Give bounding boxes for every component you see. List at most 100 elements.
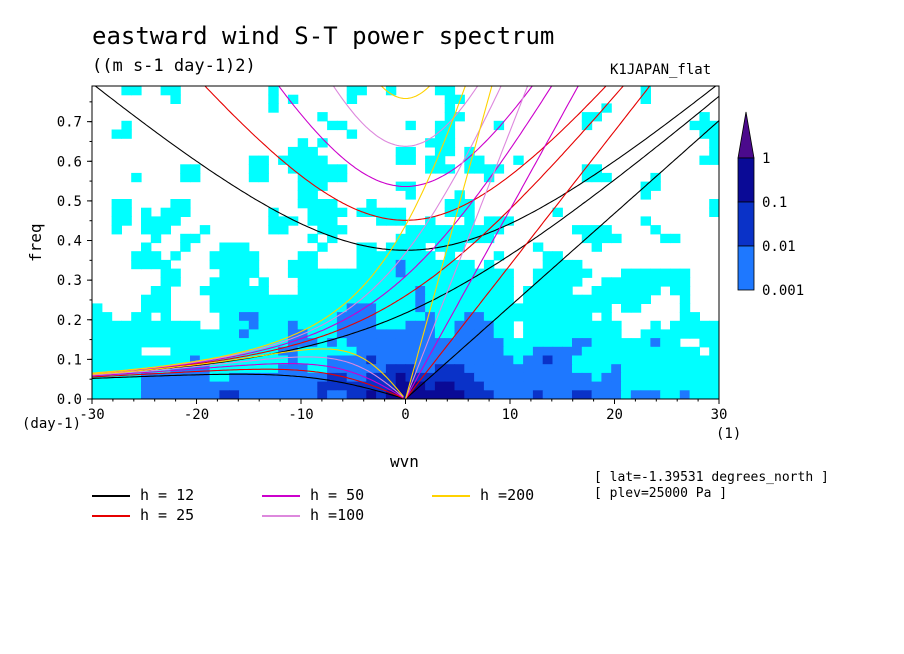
- power-cell: [709, 355, 719, 365]
- power-cell: [532, 364, 544, 374]
- power-cell: [562, 346, 573, 357]
- power-cell: [621, 364, 632, 374]
- power-cell: [366, 303, 377, 313]
- power-cell: [219, 346, 230, 357]
- power-cell: [503, 294, 514, 304]
- power-cell: [444, 268, 456, 278]
- power-cell: [630, 390, 642, 399]
- power-cell: [425, 268, 436, 278]
- power-cell: [523, 294, 534, 304]
- power-cell: [601, 390, 612, 399]
- y-tick-label: 0.3: [57, 273, 82, 289]
- power-cell: [630, 372, 642, 383]
- legend-item-h50: h = 50: [262, 486, 364, 504]
- power-cell: [92, 312, 103, 322]
- power-cell: [425, 251, 436, 261]
- power-cell: [111, 320, 122, 331]
- power-cell: [307, 312, 318, 322]
- power-cell: [131, 346, 142, 357]
- power-cell: [523, 346, 534, 357]
- power-cell: [483, 216, 495, 226]
- power-cell: [444, 120, 456, 131]
- power-cell: [591, 233, 602, 244]
- power-cell: [670, 233, 681, 244]
- chart-units: ((m s-1 day-1)2): [92, 56, 256, 76]
- power-cell: [307, 338, 318, 348]
- power-cell: [346, 94, 358, 104]
- power-cell: [562, 355, 573, 365]
- power-cell: [483, 312, 495, 322]
- power-cell: [474, 381, 485, 391]
- power-cell: [513, 155, 524, 165]
- power-cell: [670, 286, 681, 296]
- power-cell: [699, 355, 710, 365]
- power-cell: [630, 346, 642, 357]
- power-cell: [141, 259, 152, 270]
- power-cell: [493, 251, 505, 261]
- power-cell: [405, 146, 416, 157]
- power-cell: [542, 312, 554, 322]
- power-cell: [131, 251, 142, 261]
- power-cell: [660, 277, 671, 287]
- power-cell: [513, 372, 524, 383]
- power-cell: [601, 338, 612, 348]
- power-cell: [483, 355, 495, 365]
- power-cell: [679, 286, 691, 296]
- power-cell: [376, 372, 387, 383]
- power-cell: [366, 207, 377, 217]
- power-cell: [376, 312, 387, 322]
- power-cell: [131, 320, 142, 331]
- power-cell: [376, 381, 387, 391]
- power-cell: [640, 329, 651, 339]
- power-cell: [317, 329, 328, 339]
- power-cell: [679, 294, 691, 304]
- power-cell: [670, 381, 681, 391]
- dispersion-branch-ig1-h200: [380, 86, 431, 100]
- power-cell: [317, 286, 328, 296]
- power-cell: [199, 225, 211, 235]
- power-cell: [640, 190, 651, 200]
- power-cell: [385, 329, 397, 339]
- power-cell: [709, 207, 719, 217]
- y-tick-label: 0.2: [57, 313, 82, 329]
- power-cell: [121, 320, 132, 331]
- power-cell: [376, 286, 387, 296]
- power-cell: [385, 320, 397, 331]
- power-cell: [611, 320, 622, 331]
- power-cell: [532, 268, 544, 278]
- power-cell: [268, 94, 279, 104]
- power-cell: [581, 225, 593, 235]
- power-cell: [483, 346, 495, 357]
- power-cell: [454, 303, 465, 313]
- power-cell: [346, 390, 358, 399]
- power-cell: [405, 346, 416, 357]
- power-cell: [258, 312, 269, 322]
- power-cell: [268, 225, 279, 235]
- power-cell: [572, 338, 583, 348]
- power-cell: [336, 329, 348, 339]
- power-cell: [444, 381, 456, 391]
- power-cell: [395, 207, 407, 217]
- power-cell: [258, 355, 269, 365]
- power-cell: [141, 381, 152, 391]
- x-axis-unit: (1): [716, 426, 742, 442]
- power-cell: [434, 86, 446, 96]
- power-cell: [552, 277, 563, 287]
- power-cell: [336, 207, 348, 217]
- power-cell: [219, 268, 230, 278]
- power-cell: [150, 372, 162, 383]
- power-cell: [297, 268, 309, 278]
- power-cell: [444, 94, 456, 104]
- power-cell: [376, 251, 387, 261]
- power-cell: [229, 259, 240, 270]
- power-cell: [209, 251, 220, 261]
- power-cell: [287, 355, 299, 365]
- power-cell: [180, 390, 191, 399]
- power-cell: [679, 320, 691, 331]
- power-cell: [405, 364, 416, 374]
- y-tick-label: 0.1: [57, 352, 82, 368]
- power-cell: [376, 329, 387, 339]
- power-cell: [287, 259, 299, 270]
- power-cell: [307, 251, 318, 261]
- power-cell: [317, 303, 328, 313]
